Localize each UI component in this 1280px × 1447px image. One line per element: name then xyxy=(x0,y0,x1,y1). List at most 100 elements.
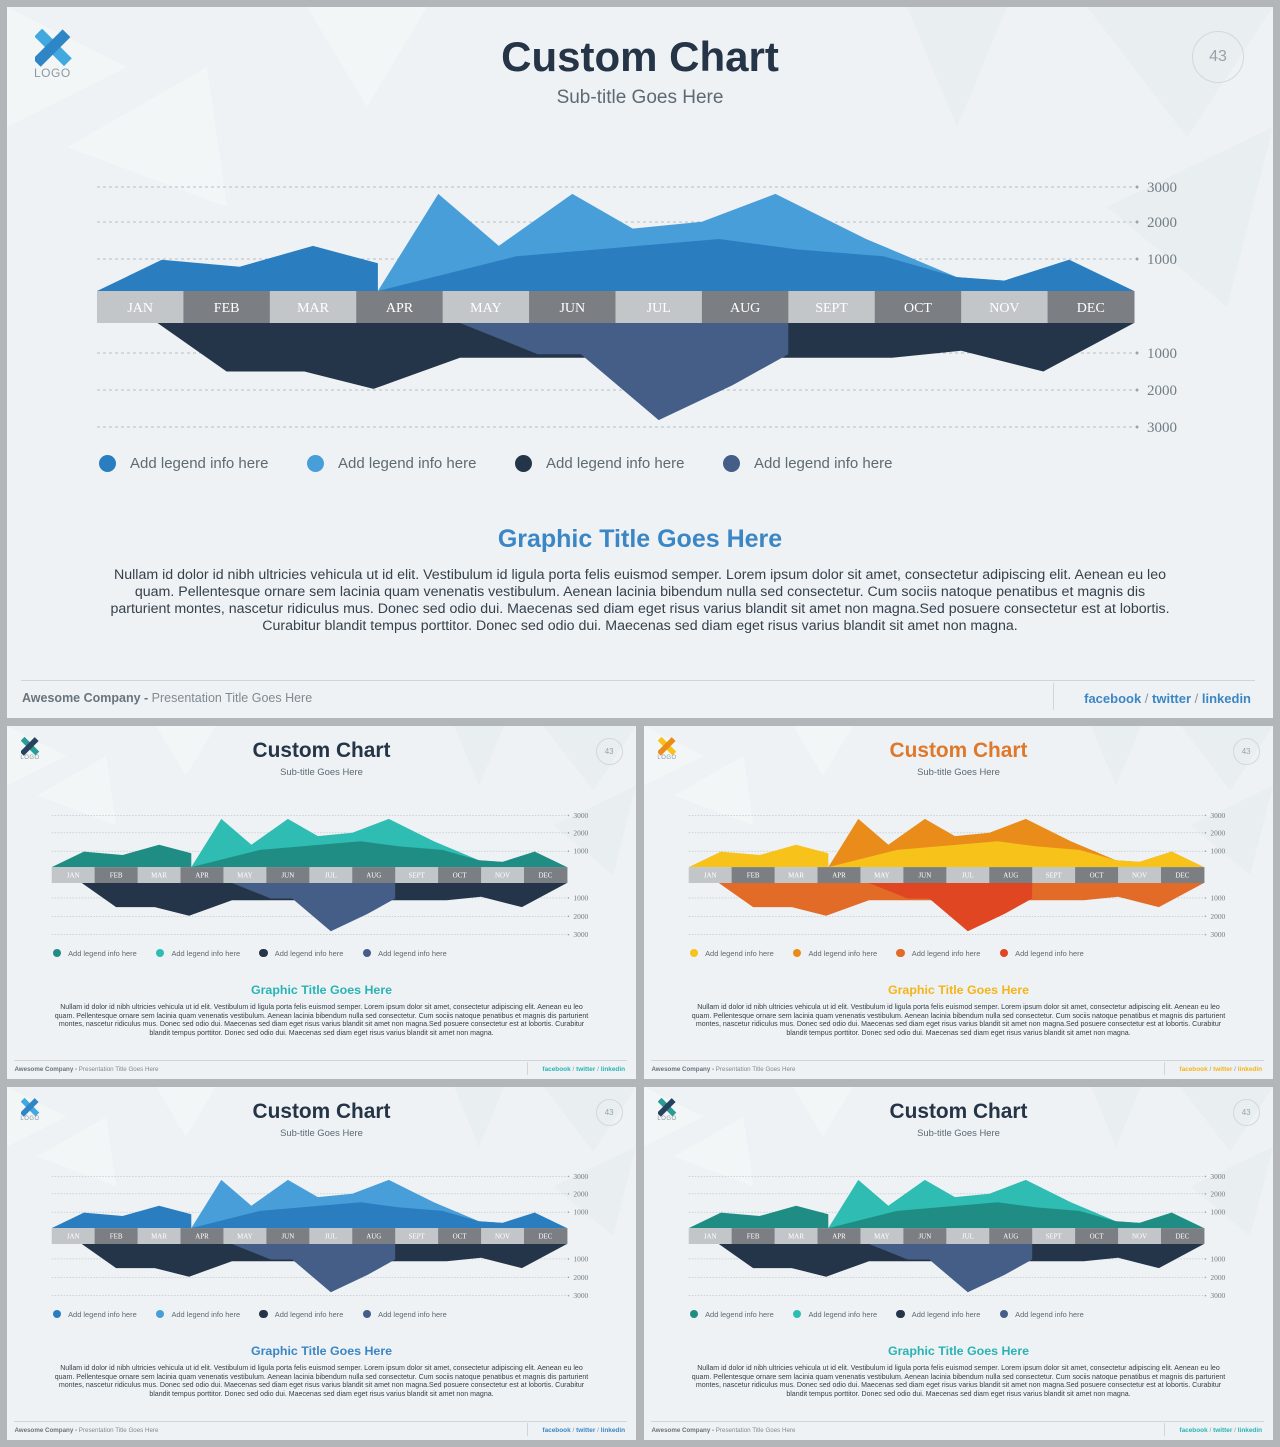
link-separator: / xyxy=(570,1426,577,1434)
graphic-title: Graphic Title Goes Here xyxy=(250,1344,393,1359)
page-number: 43 xyxy=(595,737,623,765)
month-cell xyxy=(701,291,789,323)
grid-tick-dot xyxy=(1135,388,1139,392)
logo-bar xyxy=(657,1098,676,1117)
grid-tick-dot xyxy=(1204,897,1207,899)
x-tick-label: AUG xyxy=(730,301,760,316)
body-text: Nullam id dolor id nibh ultricies vehicu… xyxy=(110,567,1170,634)
twitter-link[interactable]: twitter xyxy=(1152,691,1192,706)
legend-item: Add legend info here xyxy=(689,949,774,958)
linkedin-link[interactable]: linkedin xyxy=(600,1065,626,1073)
grid-tick-dot xyxy=(1204,1258,1207,1260)
y-tick-label: 3000 xyxy=(573,930,588,939)
legend-dot-icon xyxy=(723,455,740,472)
month-cell xyxy=(395,867,439,884)
legend-label: Add legend info here xyxy=(808,948,878,958)
x-tick-label: OCT xyxy=(1090,872,1105,880)
twitter-link[interactable]: twitter xyxy=(1213,1426,1233,1434)
month-cell xyxy=(1118,1228,1162,1245)
x-tick-label: NOV xyxy=(495,872,510,880)
footer-divider xyxy=(21,680,1255,681)
x-tick-label: MAY xyxy=(237,872,253,880)
month-cell xyxy=(688,867,733,884)
month-cell xyxy=(481,867,525,884)
twitter-link[interactable]: twitter xyxy=(576,1426,596,1434)
month-cell xyxy=(989,867,1033,884)
legend-item: Add legend info here xyxy=(52,949,137,958)
linkedin-link[interactable]: linkedin xyxy=(1237,1065,1263,1073)
legend-label: Add legend info here xyxy=(274,1309,344,1319)
x-tick-label: FEB xyxy=(747,872,760,880)
page-number: 43 xyxy=(1232,737,1260,765)
facebook-link[interactable]: facebook xyxy=(1084,691,1142,706)
logo-cross xyxy=(35,29,72,67)
x-tick-label: MAY xyxy=(237,1233,253,1241)
legend-label: Add legend info here xyxy=(546,455,685,472)
month-cell xyxy=(903,867,947,884)
page-subtitle: Sub-title Goes Here xyxy=(280,765,363,777)
footer-social-links: facebook / twitter / linkedin xyxy=(1179,1427,1262,1434)
x-tick-label: APR xyxy=(832,1233,846,1241)
facebook-link[interactable]: facebook xyxy=(1179,1065,1208,1073)
y-tick-label: 1000 xyxy=(1210,847,1225,856)
month-cell xyxy=(529,291,616,323)
facebook-link[interactable]: facebook xyxy=(542,1426,571,1434)
legend-item: Add legend info here xyxy=(362,1310,447,1319)
month-cell xyxy=(438,867,482,884)
legend-item: Add legend info here xyxy=(723,455,892,472)
series-area-1 xyxy=(688,1205,829,1229)
logo-bar xyxy=(20,737,39,756)
month-cell xyxy=(481,1228,525,1245)
x-tick-label: AUG xyxy=(366,872,381,880)
twitter-link[interactable]: twitter xyxy=(576,1065,596,1073)
legend-label: Add legend info here xyxy=(1015,948,1084,958)
legend-item: Add legend info here xyxy=(999,948,1084,958)
x-tick-label: JAN xyxy=(67,1233,80,1241)
footer-presentation-title: Presentation Title Goes Here xyxy=(714,1065,796,1073)
y-tick-label: 2000 xyxy=(573,912,588,921)
legend-item: Add legend info here xyxy=(793,1310,877,1319)
facebook-link[interactable]: facebook xyxy=(542,1065,571,1073)
grid-tick-dot xyxy=(567,1175,570,1178)
facebook-link[interactable]: facebook xyxy=(1179,1426,1208,1434)
x-tick-label: SEPT xyxy=(409,872,426,880)
x-tick-label: DEC xyxy=(539,1233,553,1241)
footer-social-links: facebook / twitter / linkedin xyxy=(1179,1066,1262,1073)
month-cell xyxy=(524,1228,568,1245)
linkedin-link[interactable]: linkedin xyxy=(600,1426,626,1434)
grid-tick-dot xyxy=(567,814,570,817)
x-tick-label: DEC xyxy=(1176,872,1190,880)
month-cell xyxy=(180,1228,224,1245)
y-tick-label: 2000 xyxy=(1210,828,1225,837)
twitter-link[interactable]: twitter xyxy=(1213,1065,1233,1073)
linkedin-link[interactable]: linkedin xyxy=(1237,1426,1263,1434)
y-tick-label: 3000 xyxy=(573,811,588,820)
link-separator: / xyxy=(1232,1065,1238,1073)
logo-icon xyxy=(657,1097,677,1117)
linkedin-link[interactable]: linkedin xyxy=(1201,691,1251,706)
logo-cross xyxy=(20,1097,40,1117)
y-tick-label: 1000 xyxy=(1147,252,1177,268)
footer-separator xyxy=(1053,683,1054,710)
x-tick-label: OCT xyxy=(453,872,468,880)
y-tick-label: 1000 xyxy=(1210,1254,1225,1263)
grid-tick-dot xyxy=(567,1294,570,1297)
page-number: 43 xyxy=(1192,31,1244,83)
month-cell xyxy=(51,1228,96,1245)
grid-tick-dot xyxy=(567,1193,570,1195)
month-cell xyxy=(309,867,353,884)
legend-label: Add legend info here xyxy=(378,948,447,958)
legend-item: Add legend info here xyxy=(896,949,980,958)
x-tick-label: SEPT xyxy=(815,301,848,316)
series-area-5 xyxy=(232,1244,396,1293)
month-cell xyxy=(860,1228,904,1245)
legend-label: Add legend info here xyxy=(171,1309,241,1319)
legend-item: Add legend info here xyxy=(259,1310,343,1319)
footer-separator xyxy=(1163,1422,1165,1437)
series-area-1 xyxy=(51,844,192,868)
series-area-3 xyxy=(377,239,1134,291)
page-number: 43 xyxy=(1232,1098,1260,1126)
x-tick-label: MAR xyxy=(297,301,330,316)
logo-label: LOGO xyxy=(20,1116,40,1123)
grid-tick-dot xyxy=(1135,257,1139,261)
